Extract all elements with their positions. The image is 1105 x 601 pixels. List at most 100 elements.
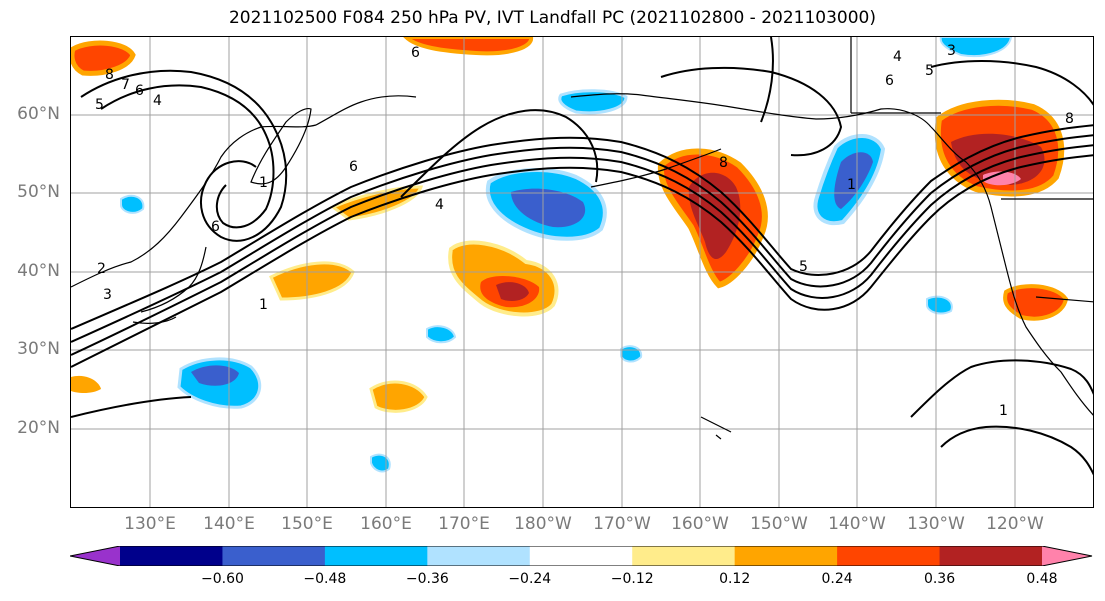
contour-label: 1: [999, 403, 1008, 419]
contour-line-11: [71, 359, 1093, 418]
coastline-alaska: [570, 93, 932, 128]
colorbar: [70, 546, 1093, 566]
contour-line-9: [930, 60, 1093, 106]
anomaly-region-north-top: [403, 37, 534, 56]
contour-label: 6: [135, 83, 144, 99]
lat-label-20n: 20°N: [17, 418, 60, 438]
coastline-na-west: [930, 126, 1093, 416]
colorbar-tick-label: −0.48: [303, 571, 347, 587]
anomaly-region-pnw-peak: [983, 171, 1021, 186]
map-panel: 8 7 6 5 4 6 3 5 6 6 4 8 1 2 3 1 6 1 5 1 …: [70, 36, 1094, 508]
negative-anomaly-shading: [120, 37, 1013, 473]
contour-label: 3: [947, 43, 956, 59]
colorbar-segment: [734, 546, 838, 566]
lat-label-60n: 60°N: [17, 104, 60, 124]
colorbar-segment: [632, 546, 736, 566]
contour-line-4: [71, 124, 1093, 330]
colorbar-tick-label: 0.48: [1026, 571, 1058, 587]
anomaly-region-center-west-deep: [496, 282, 529, 301]
anomaly-region-small-4: [120, 194, 145, 214]
colorbar-tick-label: 0.36: [923, 571, 956, 587]
lon-label-150e: 150°E: [281, 514, 333, 534]
colorbar-extend-min: [70, 546, 120, 566]
contour-line-1: [71, 154, 1093, 368]
contour-label: 4: [435, 197, 444, 213]
contour-label: 5: [799, 259, 808, 275]
anomaly-region-top-right: [939, 37, 1013, 57]
lon-label-150w: 150°W: [750, 514, 808, 534]
contour-label: 6: [349, 159, 358, 175]
colorbar-tick-label: −0.60: [200, 571, 244, 587]
contour-label: 4: [893, 49, 902, 65]
contour-label: 5: [95, 97, 104, 113]
colorbar-segment: [324, 546, 428, 566]
contour-label: 1: [259, 175, 268, 191]
pv-contours: [71, 37, 1093, 476]
contour-label: 6: [885, 73, 894, 89]
contour-label: 4: [153, 93, 162, 109]
lon-label-130w: 130°W: [907, 514, 965, 534]
coastline-asia: [71, 95, 417, 288]
contour-label: 6: [211, 219, 220, 235]
lon-label-120w: 120°W: [986, 514, 1044, 534]
contour-line-2: [71, 144, 1093, 356]
contour-label: 2: [97, 261, 106, 277]
lon-label-140e: 140°E: [203, 514, 255, 534]
anomaly-region-west-band: [269, 261, 355, 301]
contour-label: 8: [1065, 111, 1074, 127]
map-canvas: 8 7 6 5 4 6 3 5 6 6 4 8 1 2 3 1 6 1 5 1 …: [71, 37, 1093, 507]
anomaly-region-gulf-of-alaska-core: [834, 152, 873, 209]
graticule: [71, 37, 1093, 507]
coastline-kamchatka: [250, 107, 312, 185]
lat-label-50n: 50°N: [17, 182, 60, 202]
colorbar-segment: [529, 546, 633, 566]
colorbar-tick-label: −0.36: [405, 571, 449, 587]
colorbar-extend-max: [1042, 546, 1092, 566]
lon-label-130e: 130°E: [124, 514, 176, 534]
lon-label-170e: 170°E: [438, 514, 490, 534]
anomaly-region-small-2: [620, 345, 643, 363]
anomaly-region-mid-band: [330, 185, 424, 221]
contour-label: 8: [719, 155, 728, 171]
colorbar-segment: [427, 546, 531, 566]
contour-line-6: [100, 84, 275, 229]
colorbar-segment: [222, 546, 326, 566]
lat-label-40n: 40°N: [17, 261, 60, 281]
contour-label: 6: [411, 45, 420, 61]
anomaly-region-small-3: [926, 295, 953, 315]
contour-labels: 8 7 6 5 4 6 3 5 6 6 4 8 1 2 3 1 6 1 5 1 …: [95, 43, 1074, 419]
contour-line-7: [400, 109, 599, 198]
lon-label-170w: 170°W: [593, 514, 651, 534]
colorbar-segment: [939, 546, 1043, 566]
lon-label-180w: 180°W: [514, 514, 572, 534]
colorbar-segment: [120, 546, 223, 566]
contour-label: 7: [121, 77, 130, 93]
positive-anomaly-shading: [71, 37, 1069, 413]
contour-line-12: [940, 425, 1093, 476]
contour-label: 1: [847, 177, 856, 193]
anomaly-region-small-1: [426, 325, 457, 344]
colorbar-tick-label: −0.24: [508, 571, 552, 587]
anomaly-region-south-west-core: [191, 365, 239, 386]
anomaly-region-small-5: [370, 453, 391, 473]
contour-label: 1: [259, 297, 268, 313]
lon-label-160e: 160°E: [360, 514, 412, 534]
coastline-hawaii: [700, 416, 732, 440]
anomaly-region-california: [1003, 284, 1069, 321]
coastline-aleutians: [590, 148, 722, 188]
anomaly-region-japan-sea: [71, 40, 136, 76]
contour-line-3: [71, 134, 1093, 343]
contour-label: 8: [105, 67, 114, 83]
map-title: 2021102500 F084 250 hPa PV, IVT Landfall…: [228, 8, 876, 28]
contour-line-5: [80, 69, 288, 242]
anomaly-region-aleutian-core: [511, 188, 586, 228]
colorbar-segment: [837, 546, 941, 566]
anomaly-region-south-center: [369, 380, 428, 413]
contour-label: 5: [925, 63, 934, 79]
contour-line-8: [660, 66, 843, 157]
coastlines: [71, 37, 1093, 440]
colorbar-outline: [70, 546, 1093, 566]
border-us-mexico: [1035, 296, 1093, 303]
lon-label-160w: 160°W: [671, 514, 729, 534]
lon-label-140w: 140°W: [828, 514, 886, 534]
